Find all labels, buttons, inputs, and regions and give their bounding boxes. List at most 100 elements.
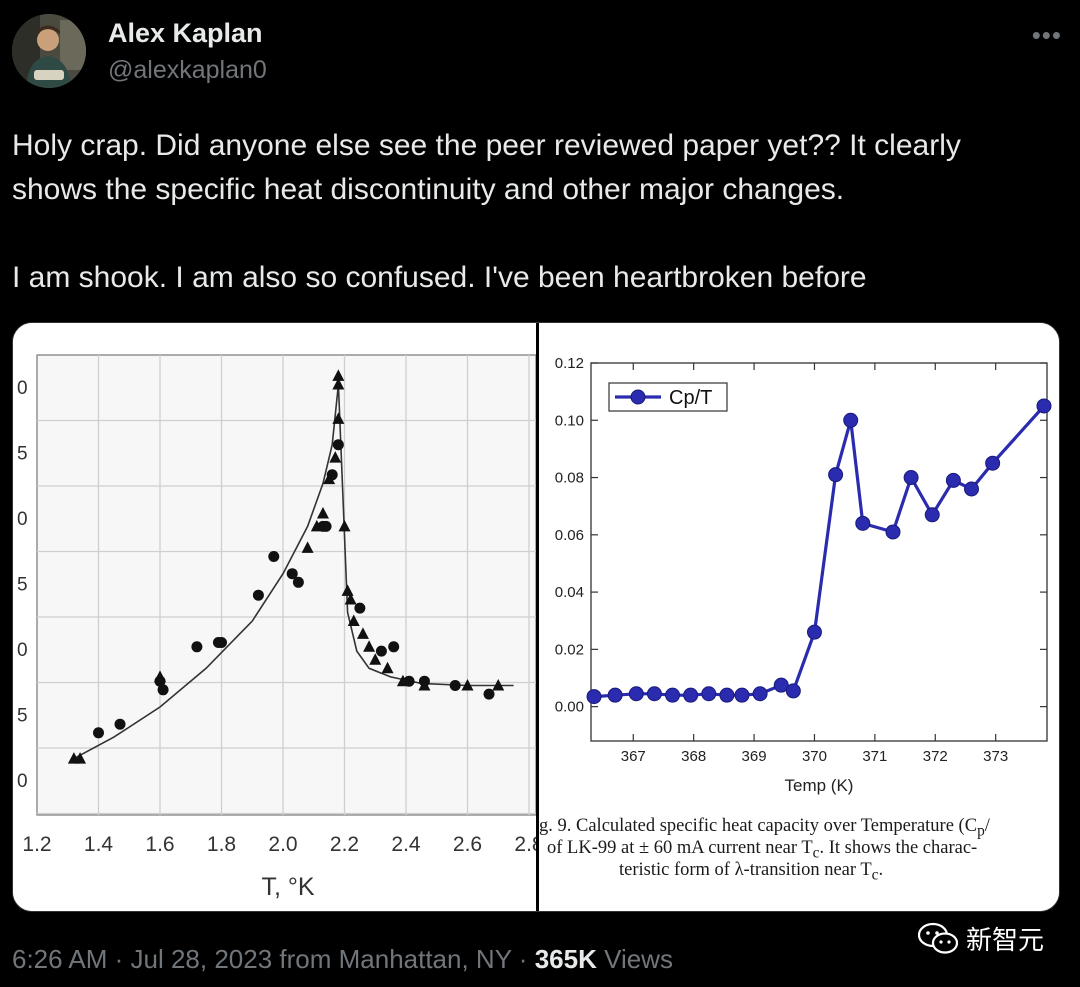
author-handle[interactable]: @alexkaplan0 bbox=[108, 56, 267, 84]
y-tick-label: 5 bbox=[17, 706, 28, 727]
data-point bbox=[785, 683, 801, 699]
y-tick-label: 0.12 bbox=[555, 355, 584, 372]
data-point bbox=[734, 687, 750, 703]
y-tick-label: 0 bbox=[17, 640, 28, 661]
x-tick-label: 2.6 bbox=[453, 833, 482, 856]
caption-sub: c bbox=[871, 866, 879, 884]
views-label: Views bbox=[596, 944, 673, 974]
tweet-line: I am shook. I am also so confused. I've … bbox=[12, 261, 867, 294]
data-point-triangle bbox=[154, 670, 166, 682]
data-point-circle bbox=[114, 718, 126, 730]
data-point-triangle bbox=[461, 679, 474, 691]
lambda-chart-panel[interactable]: 0 5 0 5 0 5 0 1.2 1.4 1.6 1.8 2.0 2.2 2.4 2.6 2.8 T, °K bbox=[13, 323, 544, 911]
cp-chart-panel[interactable]: 0.00 0.02 0.04 0.06 0.08 0.10 0.12 367 368 369 370… bbox=[539, 323, 1059, 911]
y-tick-label: 0 bbox=[17, 378, 28, 399]
tweet-meta: 6:26 AM · Jul 28, 2023 from Manhattan, N… bbox=[12, 944, 673, 975]
data-point bbox=[1036, 398, 1052, 414]
x-tick-label: 369 bbox=[742, 748, 767, 765]
data-point bbox=[719, 687, 735, 703]
data-point-circle bbox=[191, 641, 203, 653]
timestamp[interactable]: 6:26 AM · Jul 28, 2023 from Manhattan, N… bbox=[12, 944, 535, 974]
y-tick-label: 5 bbox=[17, 444, 28, 465]
x-tick-label: 2.4 bbox=[391, 833, 421, 856]
lambda-chart: 0 5 0 5 0 5 0 1.2 1.4 1.6 1.8 2.0 2.2 2.4 2.6 2.8 T, °K bbox=[17, 354, 544, 901]
caption-sub: p bbox=[977, 822, 985, 840]
author-name[interactable]: Alex Kaplan bbox=[108, 18, 263, 48]
plot-frame bbox=[590, 362, 1048, 742]
data-point bbox=[964, 481, 980, 497]
x-tick-label: 1.2 bbox=[22, 833, 51, 856]
data-point bbox=[665, 687, 681, 703]
data-point bbox=[806, 624, 822, 640]
data-point bbox=[985, 455, 1001, 471]
watermark: 新智元 bbox=[917, 920, 1044, 957]
data-point-circle bbox=[286, 568, 298, 580]
data-point-triangle bbox=[418, 679, 431, 691]
tweet-line: Holy crap. Did anyone else see the peer … bbox=[12, 129, 961, 162]
data-point-circle bbox=[252, 589, 264, 601]
x-tick-label: 1.8 bbox=[207, 833, 236, 856]
data-point-triangle bbox=[74, 752, 87, 764]
data-point bbox=[828, 467, 844, 483]
data-point-circle bbox=[268, 551, 280, 562]
data-point bbox=[945, 472, 961, 488]
avatar[interactable] bbox=[12, 14, 86, 88]
cp-chart: 0.00 0.02 0.04 0.06 0.08 0.10 0.12 367 368 369 370… bbox=[555, 355, 1052, 795]
y-tick-label: 0.06 bbox=[555, 527, 584, 544]
caption-sub: c bbox=[812, 844, 820, 862]
legend-label: Cp/T bbox=[669, 387, 712, 409]
data-point bbox=[855, 515, 871, 531]
data-point-triangle bbox=[341, 584, 354, 596]
y-tick-label: 0.08 bbox=[555, 470, 584, 487]
tweet-text: Holy crap. Did anyone else see the peer … bbox=[12, 124, 1062, 300]
series-line bbox=[593, 404, 1046, 699]
data-point-triangle bbox=[301, 541, 314, 553]
x-tick-label: 2.0 bbox=[268, 833, 297, 856]
data-point-circle bbox=[332, 439, 344, 451]
data-point-triangle bbox=[332, 369, 345, 381]
data-point bbox=[607, 687, 623, 703]
data-point bbox=[628, 686, 644, 702]
caption-text: / bbox=[984, 816, 990, 836]
tweet-header: Alex Kaplan @alexkaplan0 ••• bbox=[12, 12, 1068, 92]
data-point-circle bbox=[483, 688, 495, 700]
x-tick-label: 371 bbox=[862, 748, 887, 765]
data-point-triangle bbox=[396, 674, 409, 687]
data-point bbox=[924, 507, 940, 523]
wechat-icon bbox=[917, 922, 958, 954]
data-point-circle bbox=[354, 602, 366, 614]
data-point bbox=[843, 412, 859, 428]
data-point-triangle bbox=[323, 472, 336, 485]
data-point-circle bbox=[157, 684, 169, 696]
data-point-circle bbox=[216, 637, 227, 648]
data-point-circle bbox=[449, 680, 461, 691]
data-point-triangle bbox=[332, 412, 345, 424]
media-divider bbox=[536, 323, 539, 911]
data-point-circle bbox=[292, 576, 304, 588]
tweet-line: shows the specific heat discontinuity an… bbox=[12, 173, 845, 206]
caption-text: g. 9. Calculated specific heat capacity … bbox=[539, 816, 978, 836]
x-tick-label: 372 bbox=[923, 748, 948, 765]
data-point-triangle bbox=[332, 378, 345, 390]
views-count: 365K bbox=[534, 944, 597, 974]
data-point-circle bbox=[93, 727, 104, 739]
watermark-text: 新智元 bbox=[965, 926, 1044, 956]
y-tick-label: 0.02 bbox=[555, 641, 584, 658]
data-point-triangle bbox=[356, 627, 369, 639]
data-point-triangle bbox=[344, 593, 357, 605]
data-point bbox=[646, 686, 662, 702]
data-point-triangle bbox=[329, 451, 342, 463]
caption-text: of LK-99 at ± 60 mA current near T bbox=[547, 838, 813, 858]
data-point-triangle bbox=[369, 653, 382, 665]
x-tick-label: 2.2 bbox=[330, 833, 359, 856]
x-tick-label: 1.4 bbox=[84, 833, 114, 856]
data-point bbox=[885, 524, 901, 540]
more-horizontal-icon[interactable]: ••• bbox=[1031, 20, 1062, 50]
data-point-circle bbox=[375, 645, 387, 657]
y-tick-label: 5 bbox=[17, 575, 28, 596]
data-point-circle bbox=[320, 520, 332, 532]
y-tick-label: 0 bbox=[17, 771, 28, 792]
data-point-triangle bbox=[338, 519, 351, 532]
data-point-triangle bbox=[316, 507, 329, 519]
